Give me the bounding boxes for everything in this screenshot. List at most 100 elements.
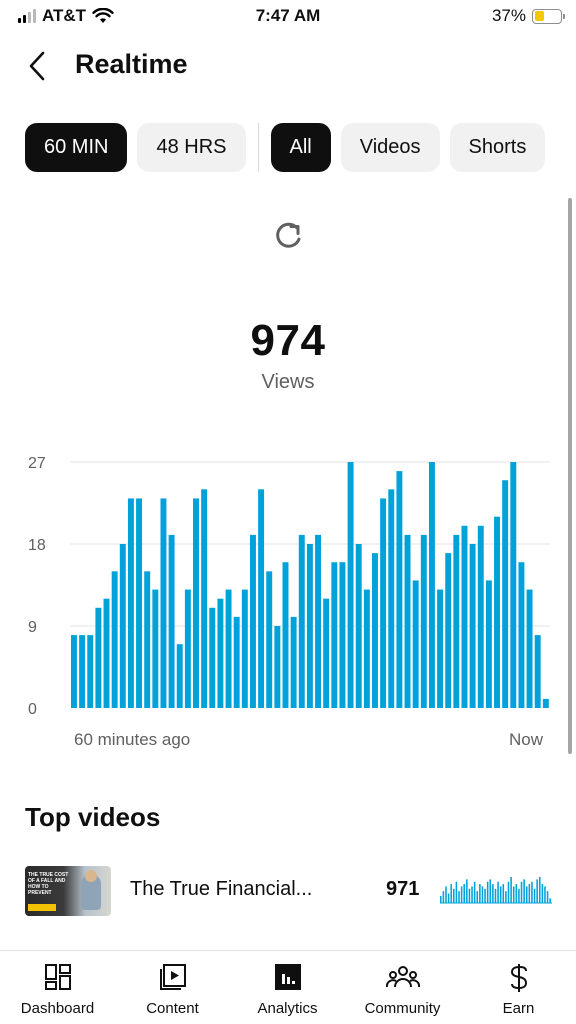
nav-community-label: Community	[364, 1000, 441, 1017]
nav-content-label: Content	[146, 1000, 199, 1017]
sparkline-bar	[440, 895, 442, 903]
sparkline-bar	[544, 886, 546, 903]
sparkline-bar	[533, 888, 536, 903]
chart-bar	[233, 616, 240, 708]
video-sparkline	[440, 877, 552, 904]
chart-bar	[144, 571, 151, 708]
refresh-icon[interactable]	[272, 218, 306, 252]
chart-bar	[315, 534, 322, 708]
sparkline-bar	[468, 888, 471, 903]
chart-bar	[274, 626, 281, 708]
sparkline-bar	[523, 879, 525, 903]
y-tick-label: 18	[28, 537, 46, 554]
sparkline-bar	[507, 881, 510, 903]
chart-bar	[347, 462, 354, 708]
battery-icon	[532, 8, 565, 24]
back-button[interactable]	[20, 48, 54, 84]
chart-bar	[306, 544, 313, 708]
sparkline-bar	[525, 886, 528, 903]
dollar-icon	[510, 964, 527, 992]
battery-level	[534, 11, 544, 21]
bottom-nav: Dashboard Content Analytics Community	[0, 950, 576, 1024]
chart-bar	[477, 525, 484, 708]
chart-bar	[510, 462, 517, 708]
sparkline-bar	[447, 893, 450, 903]
chart-bar	[71, 635, 77, 708]
chevron-left-icon	[29, 51, 45, 81]
nav-earn-label: Earn	[502, 1000, 535, 1017]
sparkline-bar	[531, 881, 533, 903]
nav-analytics[interactable]: Analytics	[230, 951, 345, 1024]
chart-bar	[494, 516, 500, 708]
chart-bar	[542, 698, 549, 708]
chart-bar	[217, 598, 224, 708]
top-video-row[interactable]: THE TRUE COST OF A FALL AND HOW TO PREVE…	[0, 864, 576, 918]
chart-bar	[193, 498, 199, 708]
chart-bar	[160, 498, 167, 708]
chip-divider	[257, 123, 259, 172]
chart-bar	[412, 580, 419, 708]
nav-earn[interactable]: Earn	[461, 951, 576, 1024]
status-bar: AT&T 7:47 AM 37%	[0, 0, 576, 34]
chart-bar	[266, 571, 273, 708]
chart-bar	[103, 598, 110, 708]
video-views: 971	[386, 878, 420, 900]
chart-bar	[461, 525, 468, 708]
chart-bar	[176, 644, 183, 708]
battery-percent: 37%	[491, 6, 526, 25]
sparkline-bar	[492, 884, 494, 903]
chart-bar	[420, 534, 427, 708]
chip-60-min[interactable]: 60 MIN	[25, 123, 128, 172]
chart-bar	[209, 607, 216, 708]
top-videos-title: Top videos	[25, 802, 161, 832]
chart-bar	[445, 553, 452, 708]
chart-bar	[298, 534, 305, 708]
nav-content[interactable]: Content	[115, 951, 230, 1024]
chip-videos[interactable]: Videos	[340, 123, 440, 172]
chart-bar	[380, 498, 387, 708]
status-time: 7:47 AM	[255, 6, 321, 25]
sparkline-bar	[505, 891, 507, 903]
sparkline-bar	[476, 891, 479, 903]
views-label: Views	[261, 371, 315, 393]
chip-all[interactable]: All	[270, 123, 331, 172]
sparkline-bar	[471, 886, 473, 903]
sparkline-bar	[512, 886, 515, 903]
chart-bar	[201, 489, 208, 708]
chart-bar	[241, 589, 248, 708]
chip-shorts[interactable]: Shorts	[449, 123, 546, 172]
y-tick-label: 27	[28, 455, 46, 472]
chart-bar	[95, 607, 102, 708]
nav-dashboard[interactable]: Dashboard	[0, 951, 115, 1024]
chart-bar	[502, 480, 509, 708]
chart-bar	[469, 544, 476, 708]
sparkline-bar	[473, 881, 476, 903]
chart-bar	[534, 635, 541, 708]
chart-bar	[136, 498, 143, 708]
sparkline-bar	[518, 888, 520, 903]
chart-bar	[184, 589, 191, 708]
scrollbar[interactable]	[568, 198, 572, 754]
sparkline-bar	[541, 884, 544, 903]
chart-bar	[485, 580, 492, 708]
chart-bar	[249, 534, 256, 708]
nav-community[interactable]: Community	[345, 951, 460, 1024]
chart-bar	[290, 616, 297, 708]
sparkline-bar	[445, 886, 447, 903]
sparkline-bar	[502, 884, 505, 903]
chart-bar	[168, 534, 175, 708]
sparkline-bar	[489, 879, 492, 903]
analytics-icon	[274, 964, 301, 990]
sparkline-bar	[510, 877, 512, 903]
status-bar-right: 37%	[491, 6, 565, 26]
sparkline-bar	[497, 881, 499, 903]
wifi-icon	[92, 8, 114, 23]
sparkline-bar	[481, 886, 484, 903]
chart-bar	[127, 498, 134, 708]
chart-bar	[152, 589, 159, 708]
chip-48-hrs[interactable]: 48 HRS	[137, 123, 246, 172]
chart-bar	[372, 553, 378, 708]
sparkline-bar	[549, 898, 551, 903]
chart-bar	[453, 534, 460, 708]
chart-bar	[87, 635, 94, 708]
